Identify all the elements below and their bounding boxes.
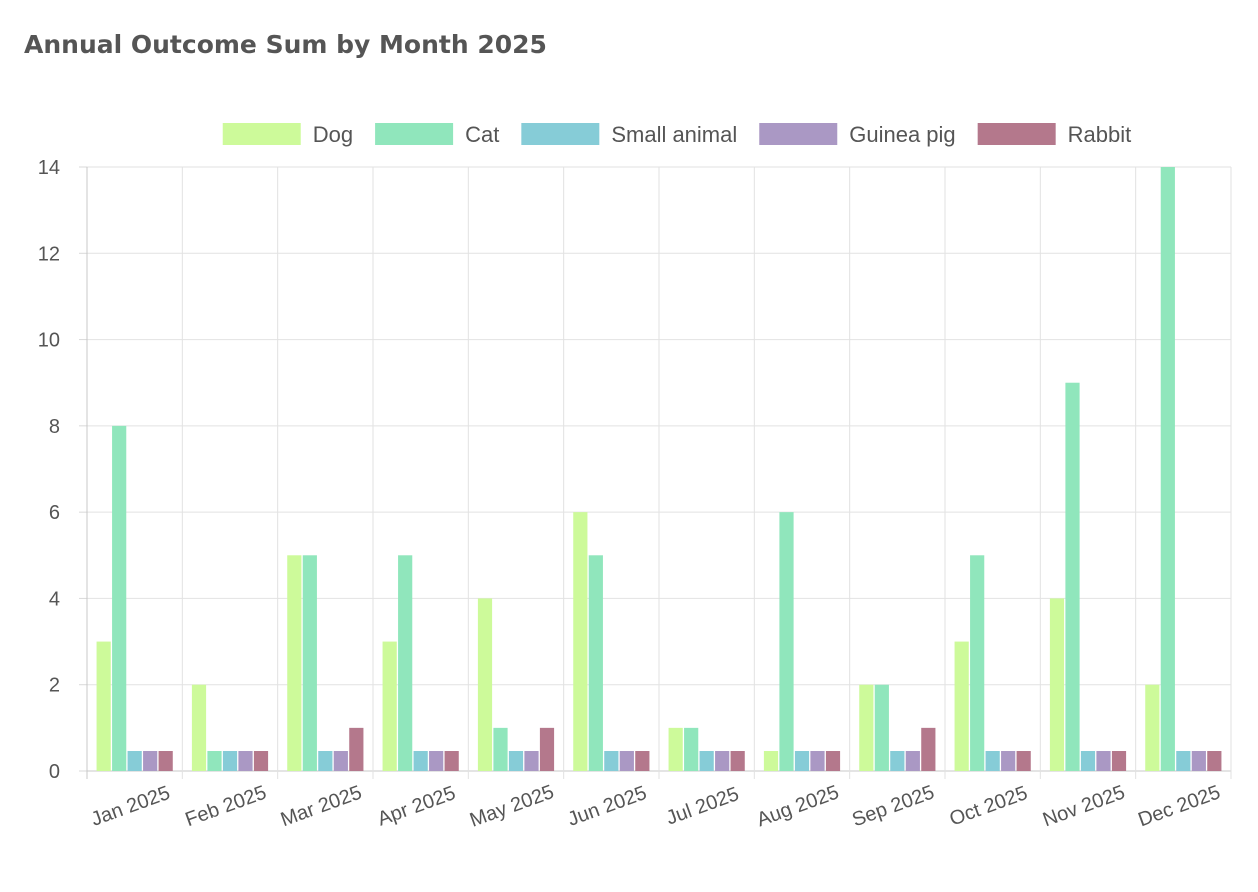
bar-cat[interactable] — [112, 425, 127, 771]
x-tick-label: Jul 2025 — [663, 783, 742, 830]
bar-dog[interactable] — [382, 641, 397, 771]
bar-cat[interactable] — [874, 684, 889, 771]
legend: Dog Cat Small animal Guinea pig Rabbit — [222, 122, 1132, 147]
bar-small-animal[interactable] — [413, 751, 428, 771]
bar-small-animal[interactable] — [318, 751, 333, 771]
legend-label[interactable]: Dog — [313, 122, 353, 147]
bar-guinea-pig[interactable] — [619, 751, 634, 771]
bar-guinea-pig[interactable] — [429, 751, 444, 771]
legend-swatch — [977, 123, 1056, 145]
bar-rabbit[interactable] — [1016, 751, 1031, 771]
x-tick-label: Mar 2025 — [278, 782, 365, 832]
x-tick-label: Dec 2025 — [1135, 781, 1223, 831]
grid-lines — [79, 166, 1232, 779]
bar-cat[interactable] — [779, 512, 794, 771]
y-tick-label: 14 — [38, 157, 60, 179]
y-tick-label: 12 — [38, 243, 60, 265]
bar-dog[interactable] — [477, 598, 493, 771]
x-tick-label: Oct 2025 — [947, 782, 1031, 830]
bar-guinea-pig[interactable] — [1191, 751, 1206, 771]
bar-cat[interactable] — [970, 555, 985, 771]
bar-rabbit[interactable] — [253, 751, 269, 771]
bar-small-animal[interactable] — [890, 751, 905, 771]
y-tick-label: 4 — [49, 588, 60, 610]
bar-guinea-pig[interactable] — [238, 751, 253, 771]
x-tick-label: Apr 2025 — [375, 782, 459, 830]
bar-dog[interactable] — [191, 684, 207, 771]
bar-dog[interactable] — [1145, 684, 1160, 771]
axes: 0 2 4 6 8 10 12 14 Jan 2025 Feb 2025 Mar 2025 Apr 2… — [38, 157, 1224, 832]
chart-title: Annual Outcome Sum by Month 2025 — [24, 30, 547, 59]
x-tick-label: Aug 2025 — [754, 781, 842, 831]
y-tick-label: 8 — [49, 416, 60, 438]
bar-guinea-pig[interactable] — [810, 751, 825, 771]
bar-dog[interactable] — [668, 727, 683, 771]
bar-cat[interactable] — [207, 751, 222, 771]
bar-small-animal[interactable] — [1176, 751, 1191, 771]
legend-swatch — [375, 123, 454, 145]
legend-label[interactable]: Rabbit — [1068, 122, 1132, 147]
bar-rabbit[interactable] — [825, 751, 841, 771]
bar-cat[interactable] — [684, 727, 699, 771]
bar-guinea-pig[interactable] — [1001, 751, 1016, 771]
bar-guinea-pig[interactable] — [715, 751, 730, 771]
legend-label[interactable]: Guinea pig — [849, 122, 955, 147]
bar-rabbit[interactable] — [1111, 751, 1127, 771]
bar-small-animal[interactable] — [604, 751, 619, 771]
bar-small-animal[interactable] — [794, 751, 810, 771]
bar-cat[interactable] — [588, 555, 603, 771]
bar-rabbit[interactable] — [730, 751, 745, 771]
bar-cat[interactable] — [1160, 167, 1175, 771]
bar-small-animal[interactable] — [985, 751, 1000, 771]
x-tick-label: Nov 2025 — [1040, 781, 1128, 831]
legend-label[interactable]: Cat — [465, 122, 499, 147]
bar-dog[interactable] — [763, 751, 779, 771]
bar-dog[interactable] — [1049, 598, 1065, 771]
bar-rabbit[interactable] — [539, 727, 555, 771]
legend-swatch — [222, 123, 301, 145]
bar-guinea-pig[interactable] — [143, 751, 158, 771]
bar-dog[interactable] — [573, 512, 588, 771]
bar-rabbit[interactable] — [349, 727, 364, 771]
bar-rabbit[interactable] — [921, 727, 936, 771]
x-tick-label: Jun 2025 — [565, 782, 650, 831]
bar-dog[interactable] — [859, 684, 874, 771]
y-tick-label: 2 — [49, 675, 60, 697]
x-tick-label: May 2025 — [467, 781, 557, 832]
bar-rabbit[interactable] — [444, 751, 459, 771]
legend-swatch — [521, 123, 600, 145]
bar-rabbit[interactable] — [1207, 751, 1222, 771]
bar-cat[interactable] — [1065, 382, 1080, 771]
bar-small-animal[interactable] — [508, 751, 524, 771]
bar-dog[interactable] — [287, 555, 302, 771]
x-tick-label: Feb 2025 — [182, 782, 269, 832]
y-tick-label: 6 — [49, 502, 60, 524]
bar-dog[interactable] — [954, 641, 969, 771]
bar-rabbit[interactable] — [635, 751, 650, 771]
bar-small-animal[interactable] — [1080, 751, 1096, 771]
bar-dog[interactable] — [96, 641, 111, 771]
bar-small-animal[interactable] — [222, 751, 238, 771]
bar-guinea-pig[interactable] — [905, 751, 920, 771]
bar-guinea-pig[interactable] — [1096, 751, 1111, 771]
bar-cat[interactable] — [493, 727, 508, 771]
bars-group — [96, 167, 1222, 771]
y-tick-label: 10 — [38, 330, 60, 352]
bar-small-animal[interactable] — [699, 751, 714, 771]
x-tick-label: Sep 2025 — [849, 781, 937, 831]
legend-label[interactable]: Small animal — [611, 122, 737, 147]
bar-small-animal[interactable] — [127, 751, 142, 771]
x-tick-label: Jan 2025 — [88, 782, 173, 831]
bar-guinea-pig[interactable] — [524, 751, 539, 771]
y-tick-label: 0 — [49, 761, 60, 783]
bar-cat[interactable] — [398, 555, 413, 771]
bar-cat[interactable] — [302, 555, 317, 771]
legend-swatch — [759, 123, 838, 145]
bar-rabbit[interactable] — [158, 751, 173, 771]
bar-guinea-pig[interactable] — [333, 751, 348, 771]
